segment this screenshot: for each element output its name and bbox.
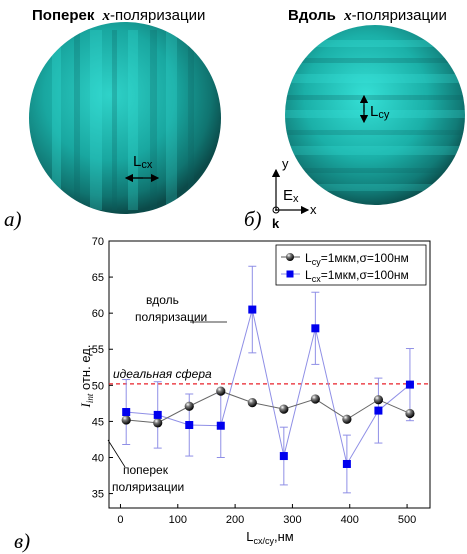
reference-line-label: идеальная сфера <box>113 367 212 381</box>
sphere-a-speckle <box>52 30 194 210</box>
panel-b-title-bold: Вдоль <box>288 7 336 24</box>
data-point-blue <box>248 305 257 314</box>
y-tick-label: 35 <box>92 489 104 501</box>
y-tick-label: 60 <box>92 308 104 320</box>
annotation-across-pointer <box>107 439 126 468</box>
x-tick-label: 500 <box>398 514 416 526</box>
data-point-blue <box>405 380 414 389</box>
data-point-blue <box>122 408 131 417</box>
legend: Lcy=1мкм,σ=100нм Lcx=1мкм,σ=100нм <box>275 244 427 286</box>
legend-entry-black: Lcy=1мкм,σ=100нм <box>305 251 409 267</box>
data-point-black <box>279 404 289 414</box>
panel-a: Поперек x-поляризации Lcx а) <box>4 7 221 231</box>
sphere-a <box>29 22 221 214</box>
data-point-blue <box>374 406 383 415</box>
x-tick-label: 100 <box>169 514 187 526</box>
panel-a-title-rest: -поляризации <box>110 7 205 24</box>
series-line-black <box>126 390 411 424</box>
panel-a-title: Поперек x-поляризации <box>32 7 205 24</box>
data-point-black <box>342 414 352 424</box>
data-point-black <box>310 394 320 404</box>
panel-label-a: а) <box>4 207 22 231</box>
panel-a-title-bold: Поперек <box>32 7 95 24</box>
legend-marker-black <box>286 253 294 261</box>
series-group <box>121 265 415 494</box>
y-axis-label: Iint отн. ед. <box>78 345 95 409</box>
series-line-blue <box>126 309 411 466</box>
data-point-blue <box>311 324 320 333</box>
data-point-black <box>184 401 194 411</box>
data-point-blue <box>153 410 162 419</box>
legend-entry-blue: Lcx=1мкм,σ=100нм <box>305 268 409 284</box>
x-ticks: 0 100 200 300 400 500 <box>117 504 416 526</box>
annotation-along: вдоль поляризации <box>135 293 207 324</box>
data-point-blue <box>279 452 288 461</box>
data-point-blue <box>185 421 194 430</box>
y-tick-label: 45 <box>92 416 104 428</box>
panel-b-title: Вдоль x-поляризации <box>288 7 447 24</box>
y-tick-label: 40 <box>92 452 104 464</box>
data-point-blue <box>342 459 351 468</box>
sphere-b <box>285 25 465 205</box>
legend-marker-blue <box>286 270 294 278</box>
panel-a-title-var: x <box>102 8 111 24</box>
data-point-black <box>216 386 226 396</box>
x-tick-label: 300 <box>283 514 301 526</box>
y-tick-label: 55 <box>92 344 104 356</box>
axis-k-label: k <box>272 216 280 231</box>
reference-line-group: идеальная сфера <box>109 367 430 385</box>
sphere-b-speckle <box>285 40 465 191</box>
plot-frame <box>108 240 431 509</box>
y-ticks: 35 40 45 50 55 60 65 70 <box>92 236 113 501</box>
x-tick-label: 0 <box>117 514 123 526</box>
x-tick-label: 400 <box>341 514 359 526</box>
axis-x-label: x <box>310 202 317 217</box>
axis-y-label: y <box>282 156 289 171</box>
annotation-across: поперек поляризации <box>112 463 184 494</box>
panel-b: Вдоль x-поляризации Lcy y x k Ex <box>244 7 465 231</box>
data-point-black <box>153 418 163 428</box>
y-tick-label: 70 <box>92 236 104 248</box>
k-vector-icon <box>272 206 280 214</box>
panel-label-c: в) <box>14 529 30 553</box>
panel-b-title-rest: -поляризации <box>352 7 447 24</box>
y-tick-label: 65 <box>92 272 104 284</box>
panel-b-title-var: x <box>343 8 352 24</box>
data-point-black <box>247 398 257 408</box>
data-point-black <box>405 408 415 419</box>
scale-label-a: Lcx <box>133 153 153 171</box>
scale-label-b: Lcy <box>370 103 390 121</box>
data-point-black <box>373 395 384 405</box>
field-e-label: Ex <box>283 187 299 205</box>
y-tick-label: 50 <box>92 380 104 392</box>
data-point-blue <box>216 421 225 430</box>
x-tick-label: 200 <box>226 514 244 526</box>
panel-label-b: б) <box>244 207 262 231</box>
x-axis-label: Lcx/cy,нм <box>246 529 294 546</box>
chart-panel: 35 40 45 50 55 60 65 70 0 100 200 300 400 500 идеаль… <box>14 236 431 553</box>
data-point-black <box>121 415 131 425</box>
